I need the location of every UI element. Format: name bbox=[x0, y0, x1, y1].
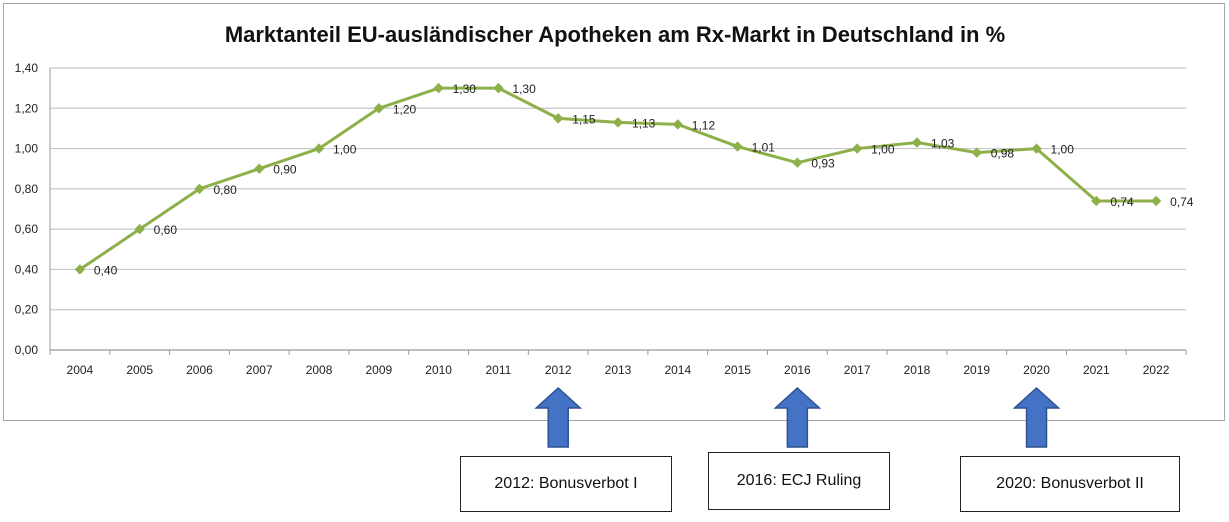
x-tick-label: 2017 bbox=[844, 363, 871, 377]
data-point bbox=[911, 137, 923, 148]
x-tick-label: 2012 bbox=[545, 363, 572, 377]
data-point bbox=[194, 183, 205, 195]
data-label: 0,74 bbox=[1170, 195, 1194, 209]
y-tick-label: 1,20 bbox=[15, 101, 39, 115]
up-arrow-icon bbox=[1012, 386, 1061, 448]
series-line bbox=[79, 86, 1157, 271]
x-tick-label: 2005 bbox=[126, 363, 153, 377]
annotation-box: 2016: ECJ Ruling bbox=[708, 452, 890, 510]
data-point bbox=[433, 82, 444, 94]
x-tick-label: 2004 bbox=[67, 363, 94, 377]
data-label: 1,20 bbox=[393, 102, 417, 116]
data-point bbox=[1150, 195, 1162, 207]
data-label: 1,30 bbox=[512, 82, 536, 96]
data-point bbox=[493, 82, 504, 94]
data-label: 0,98 bbox=[991, 147, 1015, 161]
y-tick-label: 0,80 bbox=[15, 182, 39, 196]
data-label: 1,00 bbox=[1051, 143, 1075, 157]
x-tick-label: 2014 bbox=[664, 363, 691, 377]
x-tick-label: 2010 bbox=[425, 363, 452, 377]
data-point bbox=[373, 103, 385, 114]
data-labels: 0,40 0,60 0,80 0,90 1,00 1,20 1,30 1,30 1,15 1,13… bbox=[94, 82, 1194, 277]
data-label: 1,15 bbox=[572, 112, 596, 126]
data-point bbox=[553, 113, 564, 124]
data-point bbox=[134, 223, 145, 235]
data-point bbox=[612, 117, 624, 128]
annotation-arrows bbox=[534, 386, 1061, 448]
data-point bbox=[1091, 195, 1102, 207]
data-point bbox=[1031, 143, 1042, 154]
data-label: 1,00 bbox=[333, 143, 357, 157]
data-label: 1,03 bbox=[931, 137, 955, 151]
y-tick-label: 1,00 bbox=[15, 142, 39, 156]
chart-title: Marktanteil EU-ausländischer Apotheken a… bbox=[225, 22, 1005, 47]
x-tick-label: 2021 bbox=[1083, 363, 1110, 377]
grid-lines bbox=[49, 67, 1187, 355]
data-label: 0,90 bbox=[273, 163, 297, 177]
annotation-box: 2012: Bonusverbot I bbox=[460, 456, 672, 512]
y-axis-ticks: 0,00 0,20 0,40 0,60 0,80 1,00 1,20 1,40 bbox=[15, 61, 39, 357]
data-label: 1,00 bbox=[871, 143, 895, 157]
data-point bbox=[851, 143, 863, 154]
x-tick-label: 2019 bbox=[963, 363, 990, 377]
series-markers bbox=[74, 82, 1162, 275]
x-tick-label: 2020 bbox=[1023, 363, 1050, 377]
y-tick-label: 0,20 bbox=[15, 303, 39, 317]
annotation-text: 2016: ECJ Ruling bbox=[736, 472, 862, 489]
data-label: 0,74 bbox=[1110, 195, 1134, 209]
x-tick-label: 2015 bbox=[724, 363, 751, 377]
data-point bbox=[74, 264, 86, 275]
x-tick-label: 2016 bbox=[784, 363, 811, 377]
data-label: 1,13 bbox=[632, 116, 656, 130]
chart-frame bbox=[3, 3, 1225, 421]
data-label: 1,12 bbox=[692, 118, 716, 132]
annotation-box: 2020: Bonusverbot II bbox=[960, 456, 1180, 512]
x-axis-ticks: 2004 2005 2006 2007 2008 2009 2010 2011 2012 2013… bbox=[67, 363, 1170, 377]
x-tick-label: 2008 bbox=[306, 363, 333, 377]
data-label: 1,30 bbox=[453, 82, 477, 96]
data-label: 0,60 bbox=[154, 223, 178, 237]
up-arrow-icon bbox=[773, 386, 822, 448]
data-point bbox=[792, 157, 803, 168]
data-label: 0,40 bbox=[94, 263, 118, 277]
data-point bbox=[732, 141, 743, 152]
data-label: 0,80 bbox=[213, 183, 237, 197]
y-tick-label: 0,00 bbox=[15, 343, 39, 357]
x-tick-label: 2022 bbox=[1143, 363, 1170, 377]
data-point bbox=[672, 119, 683, 130]
y-tick-label: 0,40 bbox=[15, 262, 39, 276]
data-label: 1,01 bbox=[752, 141, 776, 155]
series-polyline bbox=[79, 86, 1157, 271]
y-tick-label: 1,40 bbox=[15, 61, 39, 75]
y-tick-label: 0,60 bbox=[15, 222, 39, 236]
data-label: 0,93 bbox=[811, 157, 835, 171]
annotation-text: 2020: Bonusverbot II bbox=[996, 475, 1144, 492]
data-point bbox=[254, 163, 265, 174]
x-tick-label: 2013 bbox=[605, 363, 632, 377]
x-tick-label: 2006 bbox=[186, 363, 213, 377]
up-arrow-icon bbox=[534, 386, 583, 448]
x-tick-label: 2011 bbox=[486, 363, 512, 377]
x-tick-label: 2009 bbox=[365, 363, 392, 377]
x-tick-label: 2007 bbox=[246, 363, 273, 377]
data-point bbox=[313, 143, 325, 154]
annotation-text: 2012: Bonusverbot I bbox=[494, 475, 638, 492]
x-tick-label: 2018 bbox=[904, 363, 931, 377]
data-point bbox=[971, 147, 982, 158]
